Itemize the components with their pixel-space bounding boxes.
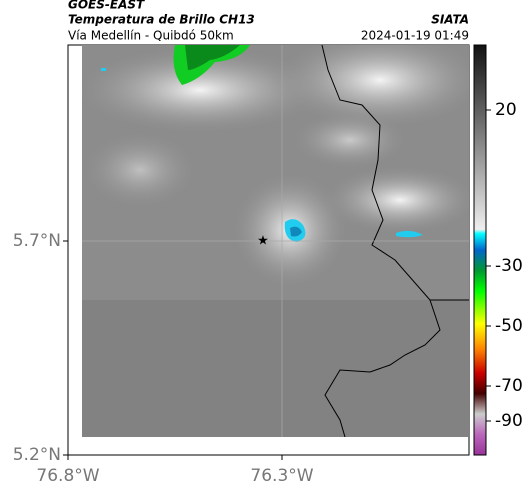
lon-label: 76.3°W: [250, 466, 313, 486]
colorbar: [473, 44, 487, 456]
subtitle: Vía Medellín - Quibdó 50km: [68, 29, 234, 43]
lat-label: 5.2°N: [13, 445, 61, 465]
source: SIATA: [431, 13, 469, 27]
svg-text:★: ★: [257, 234, 269, 249]
satellite-image: ★: [82, 45, 469, 437]
colorbar-label: 20: [495, 100, 517, 120]
lon-label: 76.8°W: [36, 466, 99, 486]
colorbar-label: -90: [495, 411, 523, 431]
product: GOES-EAST: [68, 0, 145, 12]
datetime: 2024-01-19 01:49: [361, 29, 469, 43]
colorbar-label: -70: [495, 376, 523, 396]
title: Temperatura de Brillo CH13: [68, 13, 255, 27]
colorbar-label: -30: [495, 256, 523, 276]
colorbar-label: -50: [495, 316, 523, 336]
lat-label: 5.7°N: [13, 231, 61, 251]
